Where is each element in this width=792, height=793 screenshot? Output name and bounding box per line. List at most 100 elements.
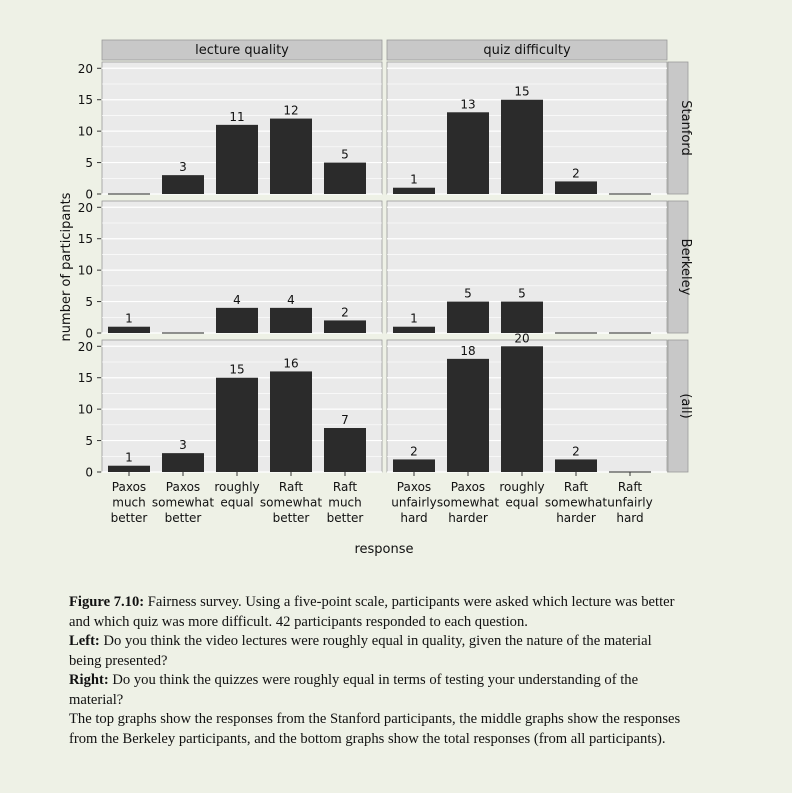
data-label-quiz-difficulty-berkeley-0: 1 <box>410 312 418 326</box>
bar-lecture-quality-stanford-2 <box>216 124 258 194</box>
data-label-quiz-difficulty-stanford-2: 15 <box>514 85 529 99</box>
y-tick-label: 20 <box>78 340 93 354</box>
facet-strip-quiz-difficulty <box>386 39 668 61</box>
caption-left-paragraph: Left: Do you think the video lectures we… <box>69 632 681 671</box>
y-tick-label: 5 <box>85 295 93 309</box>
bar-quiz-difficulty-all-3 <box>555 459 597 472</box>
x-tick-label-quiz-difficulty-1-1: somewhat <box>437 496 499 510</box>
x-tick-label-quiz-difficulty-0-2: hard <box>400 511 427 525</box>
facet-label-all: (all) <box>678 393 693 418</box>
x-tick-label-quiz-difficulty-1-2: harder <box>448 511 488 525</box>
data-label-lecture-quality-all-0: 1 <box>125 451 133 465</box>
data-label-quiz-difficulty-berkeley-1: 5 <box>464 287 472 301</box>
x-tick-label-quiz-difficulty-3-2: harder <box>556 511 596 525</box>
bar-quiz-difficulty-all-2 <box>501 346 543 472</box>
x-tick-label-lecture-quality-0-0: Paxos <box>112 480 146 494</box>
x-tick-label-quiz-difficulty-1-0: Paxos <box>451 480 485 494</box>
x-tick-label-quiz-difficulty-2-1: equal <box>505 496 538 510</box>
bar-lecture-quality-all-4 <box>324 428 366 472</box>
caption-left-text: Do you think the video lectures were rou… <box>69 633 652 669</box>
y-tick-label: 5 <box>85 156 93 170</box>
bar-quiz-difficulty-all-1 <box>447 358 489 472</box>
x-tick-label-lecture-quality-2-0: roughly <box>214 480 259 494</box>
facet-label-lecture-quality: lecture quality <box>195 43 289 58</box>
x-tick-label-lecture-quality-2-1: equal <box>220 496 253 510</box>
x-tick-label-lecture-quality-0-2: better <box>111 511 148 525</box>
facet-label-quiz-difficulty: quiz difficulty <box>483 43 571 58</box>
bar-quiz-difficulty-stanford-2 <box>501 99 543 194</box>
bar-quiz-difficulty-stanford-0 <box>393 187 435 194</box>
bar-quiz-difficulty-berkeley-0 <box>393 326 435 333</box>
x-tick-label-quiz-difficulty-4-2: hard <box>616 511 643 525</box>
y-tick-label: 0 <box>85 327 93 341</box>
bar-lecture-quality-berkeley-4 <box>324 320 366 333</box>
x-tick-label-quiz-difficulty-0-0: Paxos <box>397 480 431 494</box>
y-tick-label: 10 <box>78 403 93 417</box>
y-tick-label: 20 <box>78 201 93 215</box>
data-label-lecture-quality-stanford-2: 11 <box>229 110 244 124</box>
y-tick-label: 15 <box>78 371 93 385</box>
bar-lecture-quality-berkeley-0 <box>108 326 150 333</box>
x-tick-label-quiz-difficulty-3-0: Raft <box>564 480 588 494</box>
data-label-quiz-difficulty-stanford-3: 2 <box>572 166 580 180</box>
bar-quiz-difficulty-berkeley-2 <box>501 301 543 333</box>
y-axis-title: number of participants <box>59 192 74 341</box>
data-label-quiz-difficulty-stanford-1: 13 <box>460 97 475 111</box>
bar-quiz-difficulty-all-0 <box>393 459 435 472</box>
figure-caption: Figure 7.10: Fairness survey. Using a fi… <box>69 593 681 749</box>
data-label-lecture-quality-berkeley-0: 1 <box>125 312 133 326</box>
data-label-lecture-quality-berkeley-4: 2 <box>341 305 349 319</box>
data-label-lecture-quality-berkeley-2: 4 <box>233 293 241 307</box>
x-tick-label-lecture-quality-3-2: better <box>273 511 310 525</box>
bar-lecture-quality-all-0 <box>108 465 150 472</box>
faceted-bar-chart: lecture quality quiz difficulty Stanford Be… <box>59 39 693 557</box>
y-tick-label: 10 <box>78 264 93 278</box>
x-tick-label-lecture-quality-1-2: better <box>165 511 202 525</box>
caption-left-label: Left: <box>69 633 100 649</box>
x-tick-label-lecture-quality-1-1: somewhat <box>152 496 214 510</box>
y-tick-label: 20 <box>78 62 93 76</box>
data-label-lecture-quality-stanford-4: 5 <box>341 148 349 162</box>
data-label-quiz-difficulty-all-0: 2 <box>410 444 418 458</box>
facet-strip-berkeley <box>667 200 689 334</box>
x-tick-label-lecture-quality-3-1: somewhat <box>260 496 322 510</box>
bar-lecture-quality-berkeley-3 <box>270 307 312 333</box>
bar-lecture-quality-stanford-1 <box>162 175 204 194</box>
x-tick-label-lecture-quality-3-0: Raft <box>279 480 303 494</box>
x-tick-label-quiz-difficulty-4-0: Raft <box>618 480 642 494</box>
caption-figure-label: Figure 7.10: <box>69 594 145 610</box>
x-tick-label-lecture-quality-4-2: better <box>327 511 364 525</box>
data-label-quiz-difficulty-all-1: 18 <box>460 344 475 358</box>
data-label-lecture-quality-stanford-1: 3 <box>179 160 187 174</box>
bar-lecture-quality-berkeley-2 <box>216 307 258 333</box>
caption-right-text: Do you think the quizzes were roughly eq… <box>69 672 639 708</box>
bar-quiz-difficulty-berkeley-1 <box>447 301 489 333</box>
data-label-lecture-quality-all-4: 7 <box>341 413 349 427</box>
data-label-quiz-difficulty-berkeley-2: 5 <box>518 287 526 301</box>
facet-strip-all <box>667 339 689 473</box>
bar-quiz-difficulty-stanford-3 <box>555 181 597 194</box>
data-label-lecture-quality-all-1: 3 <box>179 438 187 452</box>
bar-lecture-quality-stanford-4 <box>324 162 366 194</box>
facet-strip-stanford <box>667 61 689 195</box>
caption-right-paragraph: Right: Do you think the quizzes were rou… <box>69 671 681 710</box>
y-tick-label: 10 <box>78 125 93 139</box>
bar-lecture-quality-all-2 <box>216 377 258 472</box>
data-label-lecture-quality-all-3: 16 <box>283 356 298 370</box>
data-label-lecture-quality-all-2: 15 <box>229 363 244 377</box>
data-label-quiz-difficulty-stanford-0: 1 <box>410 173 418 187</box>
x-tick-label-lecture-quality-1-0: Paxos <box>166 480 200 494</box>
y-tick-label: 0 <box>85 188 93 202</box>
x-tick-label-quiz-difficulty-4-1: unfairly <box>607 496 653 510</box>
data-label-quiz-difficulty-all-2: 20 <box>514 331 529 345</box>
facet-strip-lecture-quality <box>101 39 383 61</box>
caption-right-label: Right: <box>69 672 109 688</box>
x-tick-label-lecture-quality-4-0: Raft <box>333 480 357 494</box>
y-tick-label: 15 <box>78 93 93 107</box>
caption-closing: The top graphs show the responses from t… <box>69 711 681 747</box>
caption-intro-paragraph: Figure 7.10: Fairness survey. Using a fi… <box>69 593 681 632</box>
bar-lecture-quality-all-1 <box>162 453 204 472</box>
y-tick-label: 15 <box>78 232 93 246</box>
x-tick-label-quiz-difficulty-3-1: somewhat <box>545 496 607 510</box>
data-label-lecture-quality-berkeley-3: 4 <box>287 293 295 307</box>
